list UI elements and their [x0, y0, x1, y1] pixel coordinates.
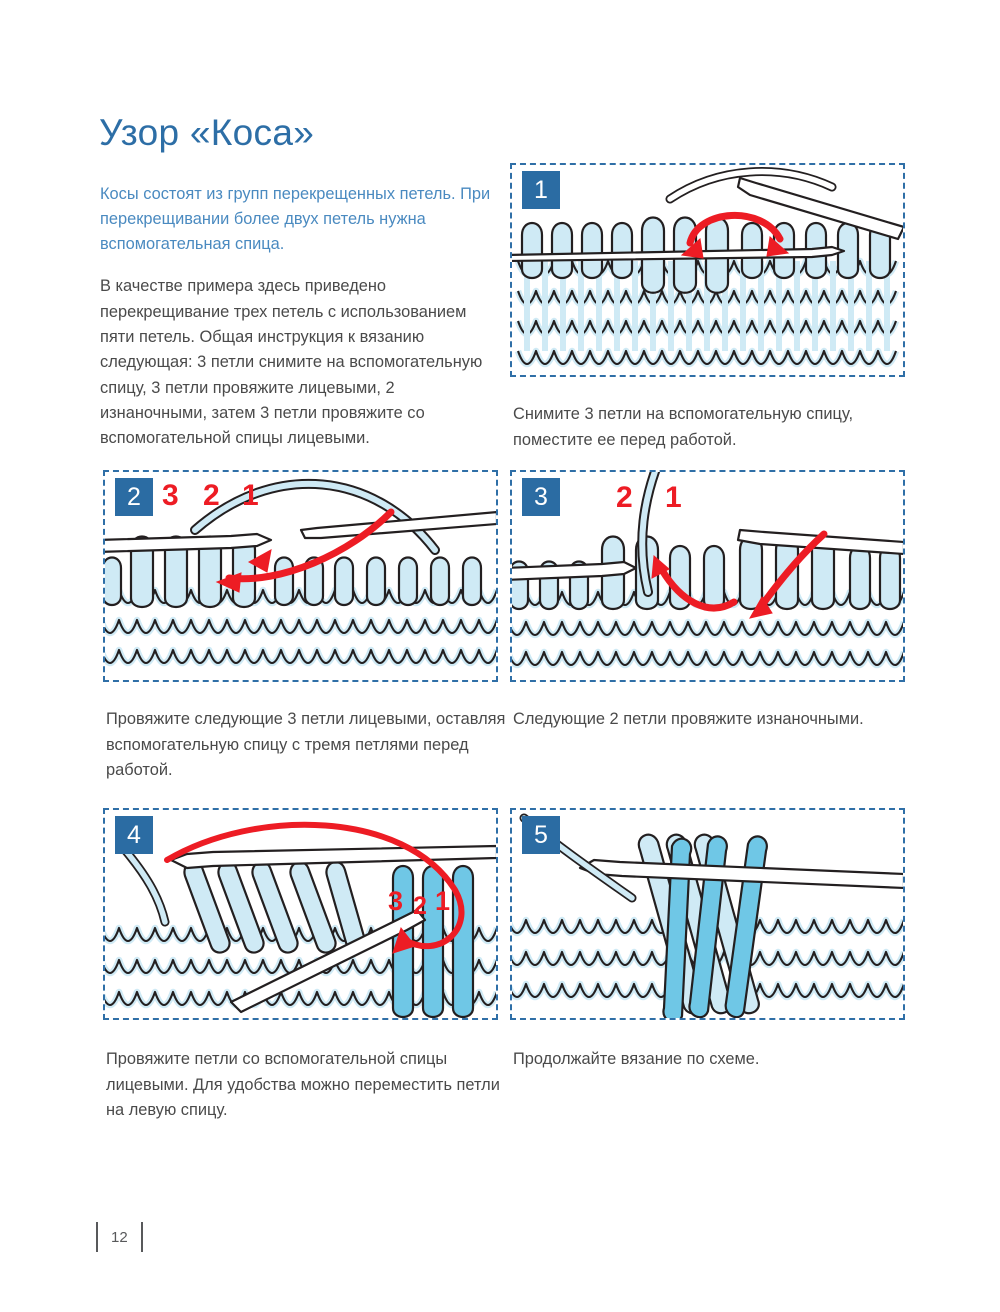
step-panel-2: 2 3 2 1 — [103, 470, 498, 682]
needle-right-2 — [299, 510, 496, 540]
step-caption-4: Провяжите петли со вспомогательной спицы… — [106, 1050, 500, 1119]
callout-number-3-a: 2 — [616, 481, 633, 514]
transfer-arrow-1 — [680, 212, 790, 259]
step-number-badge-4: 4 — [115, 816, 153, 854]
step-number-badge-1: 1 — [522, 171, 560, 209]
step-panel-5: 5 — [510, 808, 905, 1020]
callout-number-2-b: 2 — [203, 479, 220, 512]
intro-paragraph: Косы состоят из групп перекрещенных пете… — [100, 185, 491, 254]
step-number-badge-3: 3 — [522, 478, 560, 516]
callout-number-4-b: 2 — [413, 892, 427, 920]
knitting-illustration-2 — [105, 478, 496, 667]
knitting-illustration-1 — [512, 167, 903, 368]
callout-number-4-c: 1 — [435, 886, 451, 916]
page-title: Узор «Коса» — [99, 111, 315, 153]
callout-number-2-a: 3 — [162, 479, 179, 512]
body-paragraph: В качестве примера здесь приведено перек… — [100, 277, 483, 448]
knitting-illustration-3 — [512, 472, 903, 669]
step-caption-1: Снимите 3 петли на вспомогательную спицу… — [513, 405, 853, 449]
cable-needle-4 — [229, 908, 427, 1014]
knitting-illustration-5 — [512, 813, 903, 1018]
callout-number-3-b: 1 — [665, 481, 682, 514]
step-caption-3: Следующие 2 петли провяжите изнаночными. — [513, 710, 864, 729]
footer-rule-left — [96, 1222, 98, 1252]
needle-left-3 — [512, 560, 638, 581]
knitting-illustration-4 — [105, 821, 496, 1018]
step-caption-5: Продолжайте вязание по схеме. — [513, 1050, 760, 1069]
step-number-badge-2: 2 — [115, 478, 153, 516]
page-number: 12 — [111, 1228, 128, 1246]
cable-needle-3 — [637, 472, 661, 597]
callout-number-2-c: 1 — [242, 479, 259, 512]
step-number-badge-5: 5 — [522, 816, 560, 854]
step-panel-1: 1 — [510, 163, 905, 377]
cable-needle-1 — [665, 167, 837, 204]
transfer-arrow-3 — [651, 530, 828, 619]
needle-main-1 — [512, 245, 846, 263]
step-caption-2: Провяжите следующие 3 петли лицевыми, ос… — [106, 710, 506, 779]
needle-right-1 — [736, 176, 903, 241]
step-panel-4: 4 3 2 1 — [103, 808, 498, 1020]
transfer-arrow-2 — [215, 508, 395, 593]
footer-rule-right — [140, 1222, 143, 1252]
callout-number-4-a: 3 — [388, 886, 404, 916]
needle-left-2 — [105, 532, 273, 553]
transfer-arrow-4 — [164, 821, 465, 954]
step-panel-3: 3 2 1 — [510, 470, 905, 682]
page-footer: 12 — [96, 1222, 143, 1252]
